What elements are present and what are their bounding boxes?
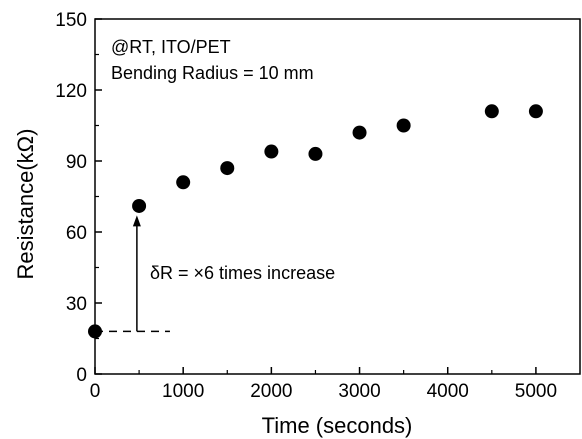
data-point-4 [264,144,279,159]
increase-arrow-head [132,215,141,227]
annotation-group [95,215,170,333]
x-tick-label-1: 1000 [162,381,204,402]
data-point-3 [220,161,235,176]
x-tick-label-3: 3000 [338,381,380,402]
axis-ticks: 0 1000 2000 3000 4000 5000 0 30 60 90 120 150 [55,10,557,402]
data-point-2 [176,175,191,190]
data-point-7 [396,118,411,133]
increase-annotation: δR = ×6 times increase [150,263,335,283]
y-tick-label-5: 150 [55,10,87,31]
condition-label-line1: @RT, ITO/PET [111,37,231,57]
data-point-0 [88,324,102,339]
data-points [88,104,543,339]
x-tick-label-4: 4000 [427,381,469,402]
y-axis-title: Resistance(kΩ) [13,129,38,280]
condition-label-line2: Bending Radius = 10 mm [111,63,314,83]
data-point-6 [352,125,367,140]
y-tick-label-2: 60 [66,223,87,244]
y-tick-label-1: 30 [66,294,87,315]
x-tick-label-0: 0 [90,381,101,402]
data-point-8 [484,104,499,119]
y-tick-label-4: 120 [55,81,87,102]
x-tick-label-5: 5000 [515,381,557,402]
data-point-9 [528,104,543,119]
x-axis-title: Time (seconds) [262,413,413,438]
y-tick-label-0: 0 [76,365,87,386]
data-point-1 [132,198,147,213]
data-point-5 [308,146,323,161]
x-tick-label-2: 2000 [250,381,292,402]
y-tick-label-3: 90 [66,152,87,173]
